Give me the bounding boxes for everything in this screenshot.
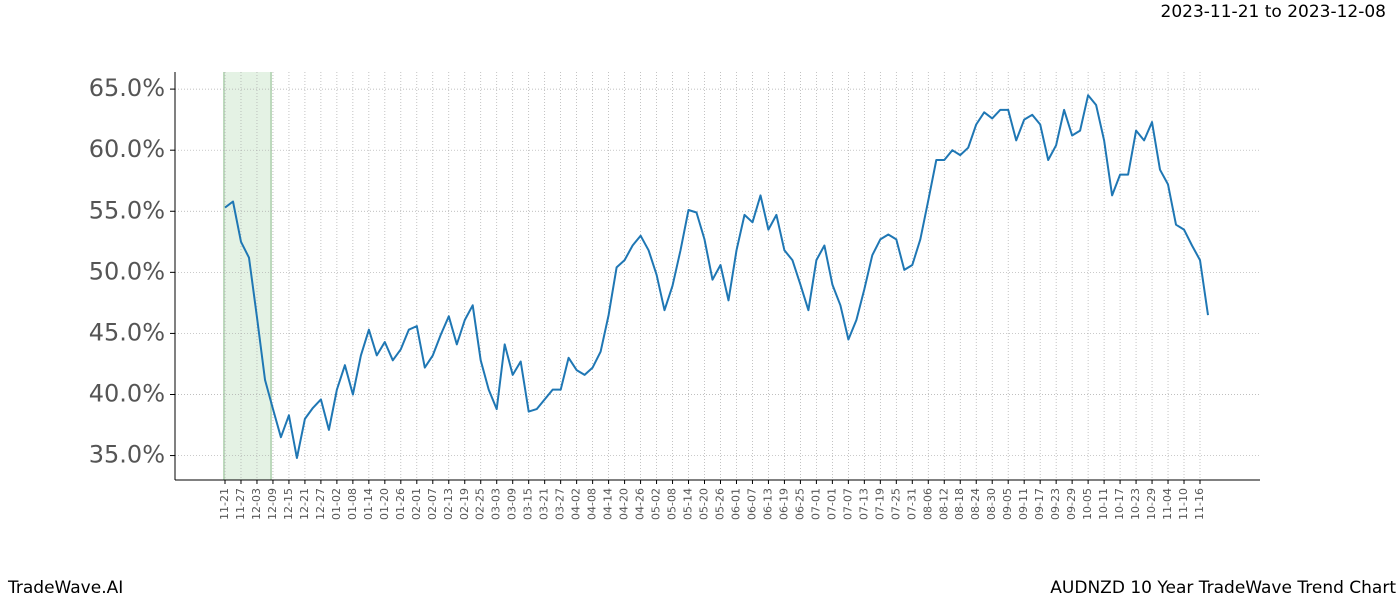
x-tick-label: 01-20	[378, 488, 391, 520]
x-tick-label: 12-09	[266, 488, 279, 520]
x-tick-label: 11-04	[1161, 488, 1174, 520]
y-tick-label: 50.0%	[89, 257, 165, 285]
x-tick-label: 08-12	[937, 488, 950, 520]
x-tick-label: 09-17	[1033, 488, 1046, 520]
x-tick-label: 04-02	[570, 488, 583, 520]
line-series	[224, 94, 1209, 459]
x-tick-label: 11-21	[218, 488, 231, 520]
x-tick-label: 03-15	[522, 488, 535, 520]
x-tick-label: 03-27	[554, 488, 567, 520]
x-tick-label: 11-10	[1177, 488, 1190, 520]
x-tick-label: 04-20	[618, 488, 631, 520]
x-tick-label: 11-27	[234, 488, 247, 520]
x-tick-label: 01-02	[330, 488, 343, 520]
x-tick-label: 05-08	[666, 488, 679, 520]
x-tick-label: 10-05	[1081, 488, 1094, 520]
date-range: 2023-11-21 to 2023-12-08	[1161, 2, 1386, 22]
x-tick-label: 12-21	[298, 488, 311, 520]
x-tick-label: 09-11	[1017, 488, 1030, 520]
y-tick-label: 60.0%	[89, 135, 165, 163]
chart-title: AUDNZD 10 Year TradeWave Trend Chart	[1050, 578, 1396, 598]
x-tick-label: 03-03	[490, 488, 503, 520]
x-tick-label: 10-29	[1145, 488, 1158, 520]
x-tick-label: 05-20	[698, 488, 711, 520]
x-tick-label: 07-31	[905, 488, 918, 520]
x-tick-label: 05-26	[713, 488, 726, 520]
brand: TradeWave.AI	[7, 578, 123, 598]
x-tick-label: 02-07	[426, 488, 439, 520]
x-tick-label: 08-18	[953, 488, 966, 520]
x-tick-label: 02-01	[410, 488, 423, 520]
x-tick-label: 05-14	[682, 488, 695, 520]
x-tick-label: 10-17	[1113, 488, 1126, 520]
x-tick-label: 06-07	[745, 488, 758, 520]
x-tick-label: 06-01	[729, 488, 742, 520]
highlight-region	[224, 72, 271, 480]
x-tick-label: 10-11	[1097, 488, 1110, 520]
x-tick-label: 03-21	[538, 488, 551, 520]
x-tick-label: 10-23	[1129, 488, 1142, 520]
x-tick-label: 07-19	[873, 488, 886, 520]
x-tick-label: 07-25	[889, 488, 902, 520]
x-tick-label: 08-24	[969, 488, 982, 520]
x-tick-label: 03-09	[506, 488, 519, 520]
x-tick-label: 08-06	[921, 488, 934, 520]
y-tick-label: 65.0%	[89, 74, 165, 102]
grid	[175, 72, 1260, 480]
x-tick-label: 09-23	[1049, 488, 1062, 520]
x-tick-label: 07-01	[825, 488, 838, 520]
x-tick-label: 09-05	[1001, 488, 1014, 520]
x-tick-label: 02-13	[442, 488, 455, 520]
x-tick-label: 04-14	[602, 488, 615, 520]
x-tick-label: 02-25	[474, 488, 487, 520]
x-tick-label: 01-08	[346, 488, 359, 520]
x-tick-label: 12-15	[282, 488, 295, 520]
x-tick-label: 04-08	[586, 488, 599, 520]
x-tick-label: 07-01	[809, 488, 822, 520]
x-tick-label: 08-30	[985, 488, 998, 520]
x-tick-label: 01-14	[362, 488, 375, 520]
x-tick-label: 02-19	[458, 488, 471, 520]
plot	[224, 94, 1209, 459]
y-tick-label: 45.0%	[89, 318, 165, 346]
x-tick-label: 04-26	[634, 488, 647, 520]
x-tick-label: 07-13	[857, 488, 870, 520]
x-tick-label: 09-29	[1065, 488, 1078, 520]
x-tick-label: 11-16	[1193, 488, 1206, 520]
y-tick-label: 40.0%	[89, 379, 165, 407]
x-tick-label: 06-25	[793, 488, 806, 520]
x-tick-label: 12-03	[250, 488, 263, 520]
y-tick-label: 55.0%	[89, 196, 165, 224]
y-tick-label: 35.0%	[89, 441, 165, 469]
x-tick-label: 01-26	[394, 488, 407, 520]
x-tick-label: 05-02	[650, 488, 663, 520]
x-tick-label: 06-13	[761, 488, 774, 520]
x-tick-label: 12-27	[314, 488, 327, 520]
x-tick-label: 06-19	[777, 488, 790, 520]
x-tick-label: 07-07	[841, 488, 854, 520]
